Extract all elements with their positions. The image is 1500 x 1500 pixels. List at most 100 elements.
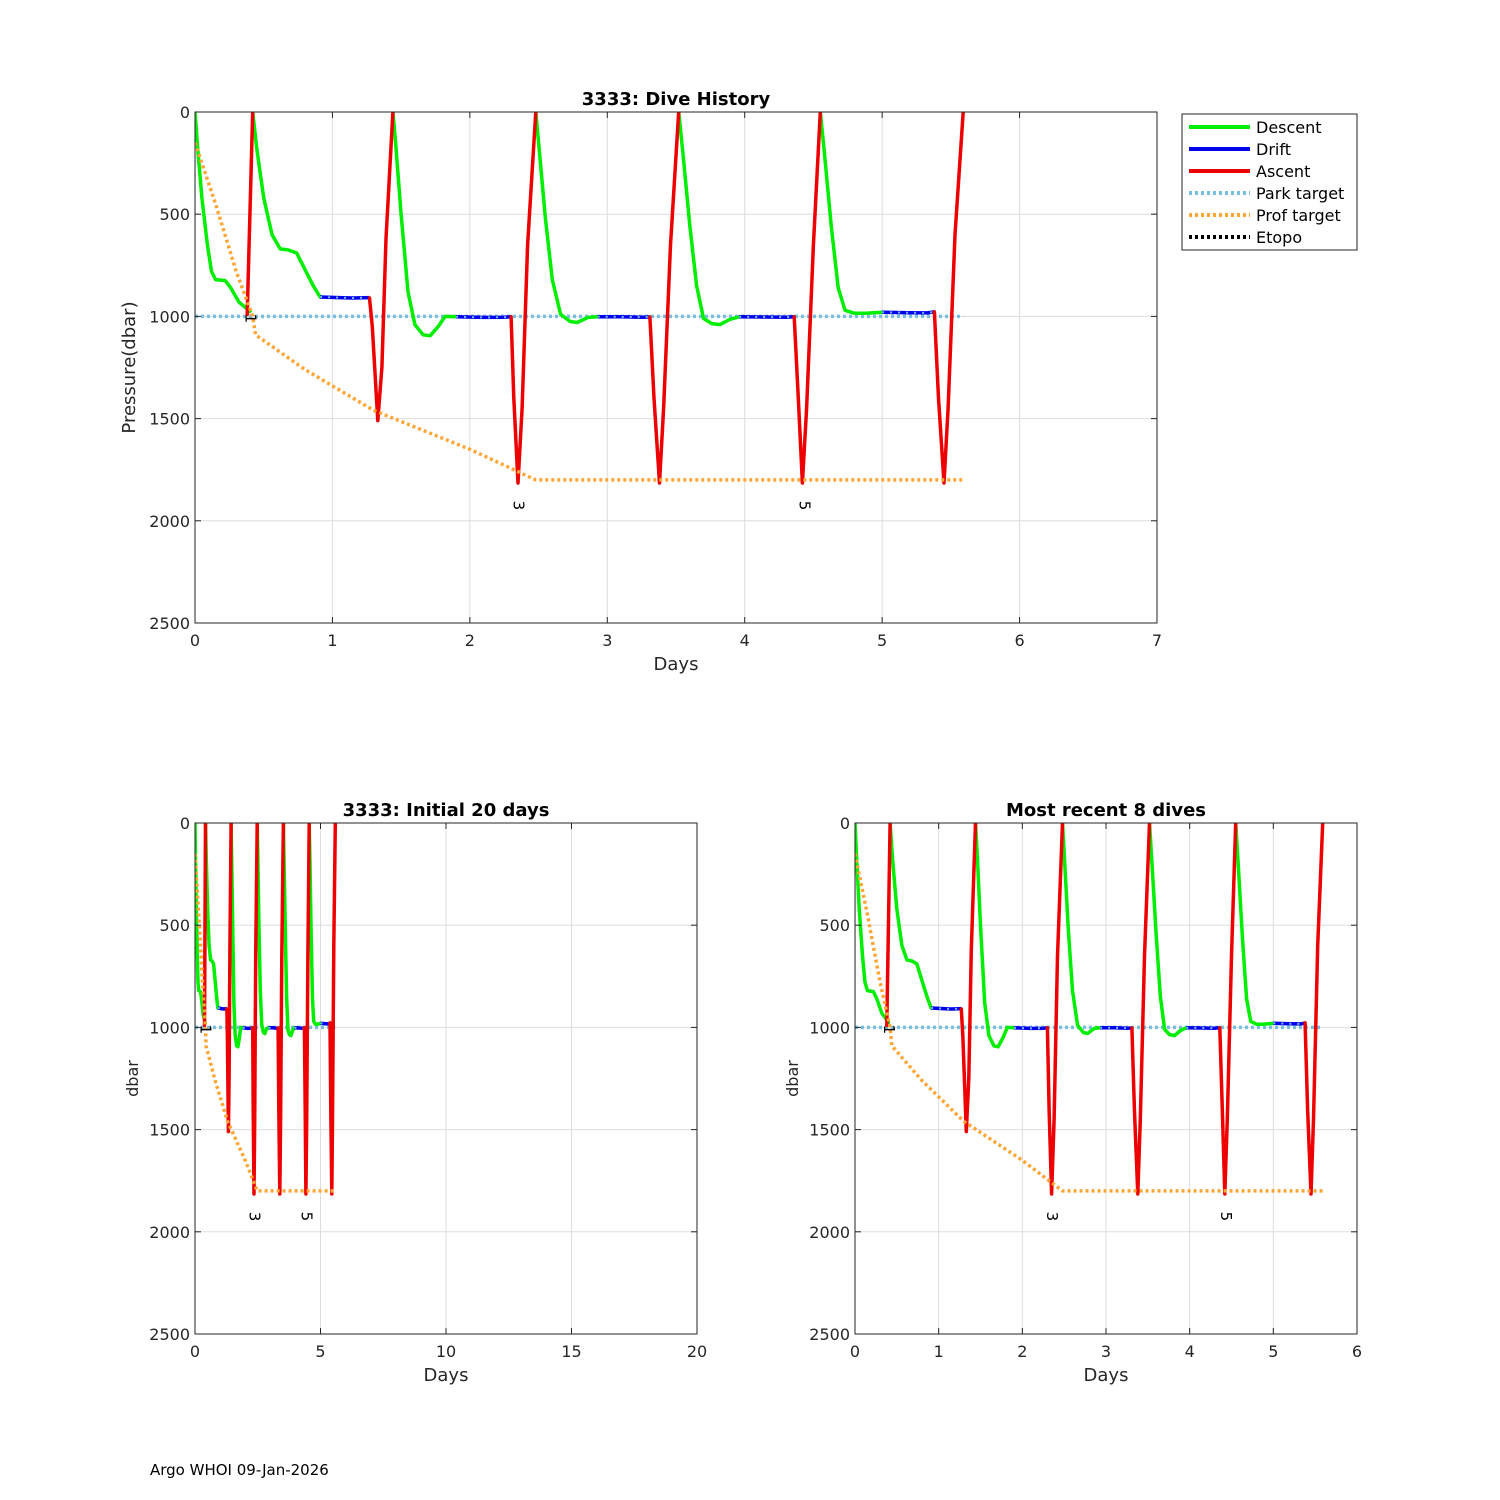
x-axis-label: Days — [654, 654, 699, 675]
x-axis-label: Days — [1084, 1365, 1129, 1386]
plot-area-recent — [855, 823, 1325, 1196]
x-tick-label: 0 — [190, 631, 200, 650]
x-tick-label: 20 — [687, 1342, 707, 1361]
y-tick-label: 500 — [159, 205, 190, 224]
ascent-line — [245, 112, 255, 317]
ascent-line — [250, 823, 259, 1196]
profile-number-label: 5 — [1217, 1212, 1235, 1222]
y-tick-label: 2500 — [809, 1325, 850, 1344]
x-tick-label: 6 — [1352, 1342, 1362, 1361]
y-axis-label: dbar — [783, 1060, 802, 1097]
legend-label: Prof target — [1256, 206, 1341, 225]
y-tick-label: 2500 — [149, 614, 190, 633]
x-tick-label: 0 — [850, 1342, 860, 1361]
ascent-line — [959, 823, 978, 1134]
y-tick-label: 500 — [819, 916, 850, 935]
y-tick-label: 1000 — [149, 307, 190, 326]
legend-label: Descent — [1256, 118, 1322, 137]
x-tick-label: 3 — [602, 631, 612, 650]
ascent-line — [932, 112, 965, 485]
x-tick-label: 10 — [436, 1342, 456, 1361]
ascent-line — [792, 112, 823, 485]
ascent-line — [648, 112, 681, 485]
profile-number-label: 5 — [795, 501, 813, 511]
y-tick-label: 2500 — [149, 1325, 190, 1344]
drift-line — [882, 310, 935, 315]
y-axis-label: Pressure(dbar) — [119, 301, 140, 433]
y-tick-label: 2000 — [809, 1223, 850, 1242]
chart-title: Most recent 8 dives — [1006, 800, 1206, 821]
x-tick-label: 5 — [1268, 1342, 1278, 1361]
drift-park-overlay — [882, 310, 935, 314]
y-tick-label: 2000 — [149, 512, 190, 531]
panel-recent: 1 3 5 0 1 2 3 4 5 6 0 500 1000 1500 2000 2500 Most recen… — [783, 800, 1362, 1386]
prof-target-line — [855, 853, 1323, 1193]
descent-line — [888, 823, 933, 1010]
legend-box — [1181, 113, 1358, 251]
profile-number-label: 3 — [1043, 1212, 1061, 1222]
descent-line — [676, 112, 741, 327]
ascent-line — [1045, 823, 1065, 1196]
x-tick-label: 6 — [1014, 631, 1024, 650]
descent-line — [855, 823, 891, 1025]
y-tick-label: 1000 — [809, 1018, 850, 1037]
descent-line — [250, 112, 322, 299]
descent-line — [534, 112, 600, 325]
descent-line — [307, 823, 323, 1027]
x-tick-label: 4 — [740, 631, 750, 650]
drift-park-overlay — [931, 1007, 962, 1011]
y-tick-label: 1500 — [809, 1121, 850, 1140]
x-tick-label: 0 — [190, 1342, 200, 1361]
x-tick-label: 1 — [934, 1342, 944, 1361]
descent-line — [973, 823, 1016, 1049]
y-tick-label: 1000 — [149, 1018, 190, 1037]
profile-number-label: 3 — [509, 501, 527, 511]
legend-label: Drift — [1256, 140, 1291, 159]
descent-line — [1060, 823, 1102, 1036]
prof-target-line — [195, 142, 964, 482]
drift-line — [1273, 1021, 1306, 1026]
panel-main: 1 3 5 0 1 2 3 4 5 6 7 0 500 1000 1500 2000 2500 3333: Div… — [119, 89, 1162, 675]
x-tick-label: 5 — [315, 1342, 325, 1361]
x-tick-label: 3 — [1101, 1342, 1111, 1361]
y-tick-label: 500 — [159, 916, 190, 935]
x-tick-label: 1 — [327, 631, 337, 650]
descent-line — [1233, 823, 1276, 1027]
y-tick-label: 1500 — [149, 410, 190, 429]
prof-target-line — [195, 853, 336, 1193]
descent-line — [229, 823, 245, 1049]
x-tick-label: 2 — [1017, 1342, 1027, 1361]
x-tick-label: 7 — [1152, 631, 1162, 650]
y-tick-label: 0 — [180, 814, 190, 833]
profile-number-label: 1 — [880, 1025, 898, 1035]
axes-box — [194, 111, 1158, 624]
x-tick-label: 5 — [877, 631, 887, 650]
plot-area-main — [195, 112, 965, 485]
panel-initial: 1 3 5 0 5 10 15 20 0 500 1000 1500 2000 2500 3333: Ini… — [123, 800, 707, 1386]
descent-line — [203, 823, 220, 1010]
descent-line — [391, 112, 458, 338]
profile-number-label: 3 — [245, 1212, 263, 1222]
profile-number-label: 1 — [197, 1025, 215, 1035]
footer-credit: Argo WHOI 09-Jan-2026 — [150, 1461, 329, 1479]
drift-park-overlay — [1273, 1021, 1306, 1025]
ascent-line — [1218, 823, 1238, 1196]
y-tick-label: 2000 — [149, 1223, 190, 1242]
ascent-line — [276, 823, 286, 1196]
ascent-line — [509, 112, 538, 485]
y-tick-label: 0 — [180, 103, 190, 122]
profile-number-label: 5 — [298, 1212, 316, 1222]
drift-park-overlay — [1013, 1026, 1048, 1030]
ascent-line — [328, 823, 338, 1196]
x-tick-label: 2 — [465, 631, 475, 650]
drift-park-overlay — [217, 1007, 228, 1011]
ascent-line — [885, 823, 892, 1028]
descent-line — [195, 112, 252, 314]
ascent-line — [1130, 823, 1152, 1196]
ascent-line — [202, 823, 208, 1028]
x-axis-label: Days — [424, 1365, 469, 1386]
y-tick-label: 1500 — [149, 1121, 190, 1140]
legend-label: Etopo — [1256, 228, 1302, 247]
drift-line — [456, 315, 512, 320]
